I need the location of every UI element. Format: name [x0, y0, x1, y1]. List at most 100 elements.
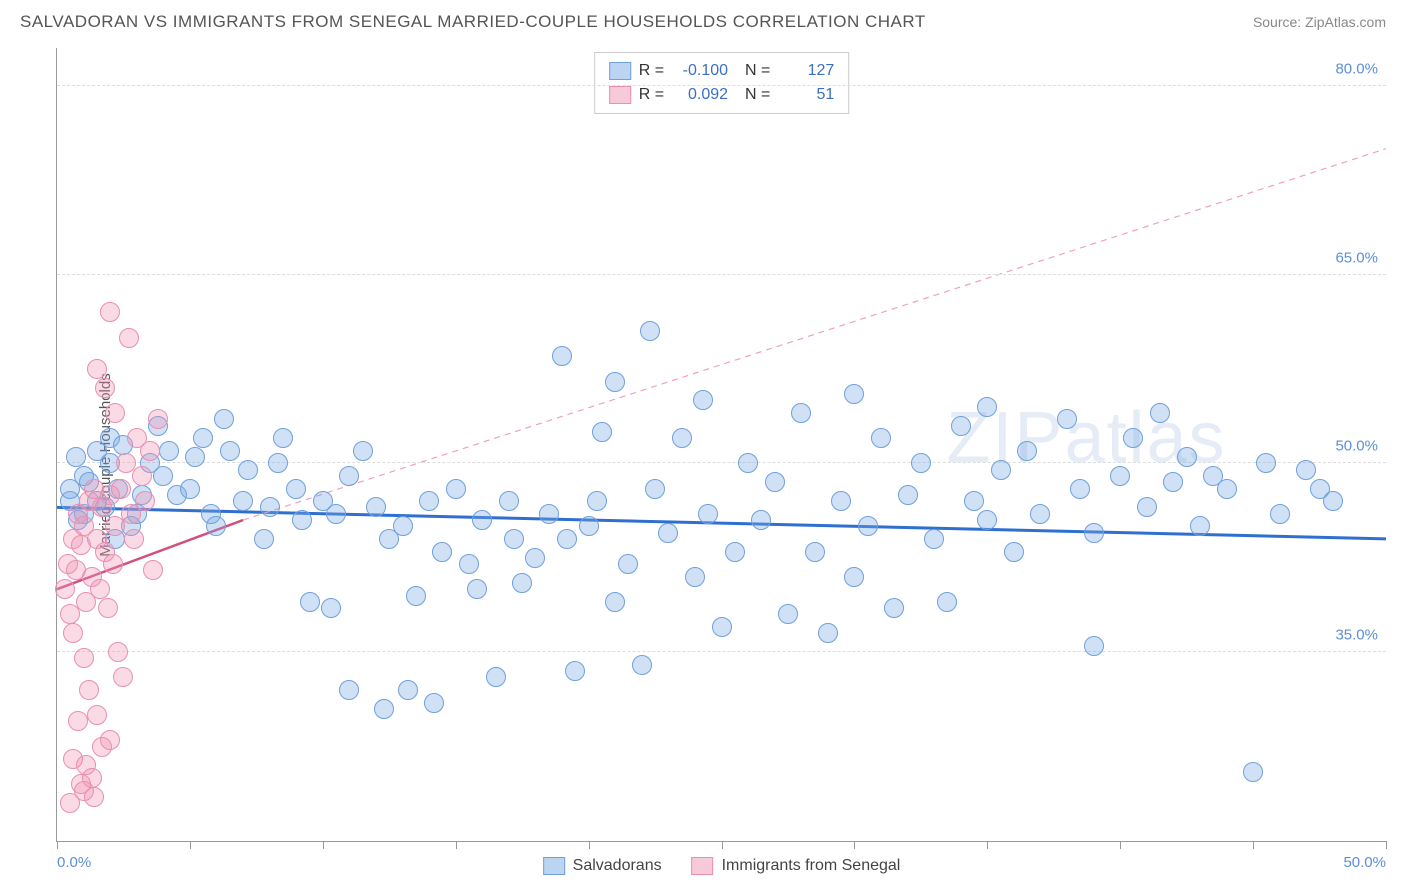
- n-value-salvadorans: 127: [778, 59, 834, 83]
- x-tick-label: 0.0%: [57, 854, 91, 871]
- data-point: [1004, 542, 1024, 562]
- data-point: [1296, 460, 1316, 480]
- x-tick: [1253, 841, 1254, 849]
- data-point: [132, 466, 152, 486]
- legend-swatch-salvadorans: [543, 857, 565, 875]
- data-point: [486, 667, 506, 687]
- data-point: [898, 485, 918, 505]
- data-point: [432, 542, 452, 562]
- x-tick: [1120, 841, 1121, 849]
- data-point: [1057, 409, 1077, 429]
- r-value-salvadorans: -0.100: [672, 59, 728, 83]
- data-point: [374, 699, 394, 719]
- data-point: [924, 529, 944, 549]
- data-point: [326, 504, 346, 524]
- data-point: [858, 516, 878, 536]
- x-tick: [1386, 841, 1387, 849]
- legend-swatch-senegal: [692, 857, 714, 875]
- data-point: [937, 592, 957, 612]
- x-tick: [987, 841, 988, 849]
- data-point: [113, 667, 133, 687]
- data-point: [991, 460, 1011, 480]
- data-point: [180, 479, 200, 499]
- data-point: [220, 441, 240, 461]
- data-point: [1256, 453, 1276, 473]
- data-point: [525, 548, 545, 568]
- data-point: [658, 523, 678, 543]
- data-point: [419, 491, 439, 511]
- data-point: [778, 604, 798, 624]
- x-tick: [57, 841, 58, 849]
- data-point: [90, 579, 110, 599]
- data-point: [1137, 497, 1157, 517]
- data-point: [579, 516, 599, 536]
- data-point: [135, 491, 155, 511]
- data-point: [366, 497, 386, 517]
- stats-swatch-salvadorans: [609, 62, 631, 80]
- data-point: [844, 384, 864, 404]
- data-point: [68, 711, 88, 731]
- data-point: [738, 453, 758, 473]
- data-point: [592, 422, 612, 442]
- data-point: [214, 409, 234, 429]
- chart-container: Married-couple Households ZIPatlas R = -…: [20, 48, 1386, 882]
- x-tick: [190, 841, 191, 849]
- data-point: [260, 497, 280, 517]
- data-point: [1163, 472, 1183, 492]
- data-point: [1150, 403, 1170, 423]
- data-point: [300, 592, 320, 612]
- legend-label-senegal: Immigrants from Senegal: [722, 857, 901, 875]
- data-point: [499, 491, 519, 511]
- data-point: [159, 441, 179, 461]
- data-point: [871, 428, 891, 448]
- legend-item-senegal: Immigrants from Senegal: [692, 857, 901, 875]
- x-tick-label: 50.0%: [1343, 854, 1386, 871]
- data-point: [55, 579, 75, 599]
- data-point: [1110, 466, 1130, 486]
- data-point: [63, 623, 83, 643]
- stats-row-senegal: R = 0.092 N = 51: [609, 83, 835, 107]
- chart-title: SALVADORAN VS IMMIGRANTS FROM SENEGAL MA…: [20, 12, 926, 32]
- x-tick: [456, 841, 457, 849]
- data-point: [63, 749, 83, 769]
- data-point: [587, 491, 607, 511]
- gridline-h: [57, 274, 1386, 275]
- data-point: [1270, 504, 1290, 524]
- data-point: [565, 661, 585, 681]
- data-point: [1123, 428, 1143, 448]
- data-point: [339, 466, 359, 486]
- data-point: [233, 491, 253, 511]
- data-point: [1190, 516, 1210, 536]
- data-point: [791, 403, 811, 423]
- data-point: [398, 680, 418, 700]
- data-point: [268, 453, 288, 473]
- data-point: [100, 730, 120, 750]
- data-point: [1084, 523, 1104, 543]
- data-point: [153, 466, 173, 486]
- data-point: [206, 516, 226, 536]
- data-point: [119, 328, 139, 348]
- data-point: [238, 460, 258, 480]
- data-point: [292, 510, 312, 530]
- data-point: [645, 479, 665, 499]
- data-point: [618, 554, 638, 574]
- data-point: [1030, 504, 1050, 524]
- data-point: [831, 491, 851, 511]
- r-value-senegal: 0.092: [672, 83, 728, 107]
- data-point: [964, 491, 984, 511]
- x-tick: [323, 841, 324, 849]
- x-tick: [722, 841, 723, 849]
- x-tick: [854, 841, 855, 849]
- data-point: [105, 403, 125, 423]
- data-point: [605, 372, 625, 392]
- data-point: [254, 529, 274, 549]
- data-point: [1323, 491, 1343, 511]
- data-point: [98, 598, 118, 618]
- plot-area: ZIPatlas R = -0.100 N = 127 R = 0.092 N …: [56, 48, 1386, 842]
- data-point: [467, 579, 487, 599]
- chart-source: Source: ZipAtlas.com: [1253, 14, 1386, 30]
- data-point: [95, 378, 115, 398]
- data-point: [977, 510, 997, 530]
- data-point: [977, 397, 997, 417]
- data-point: [1084, 636, 1104, 656]
